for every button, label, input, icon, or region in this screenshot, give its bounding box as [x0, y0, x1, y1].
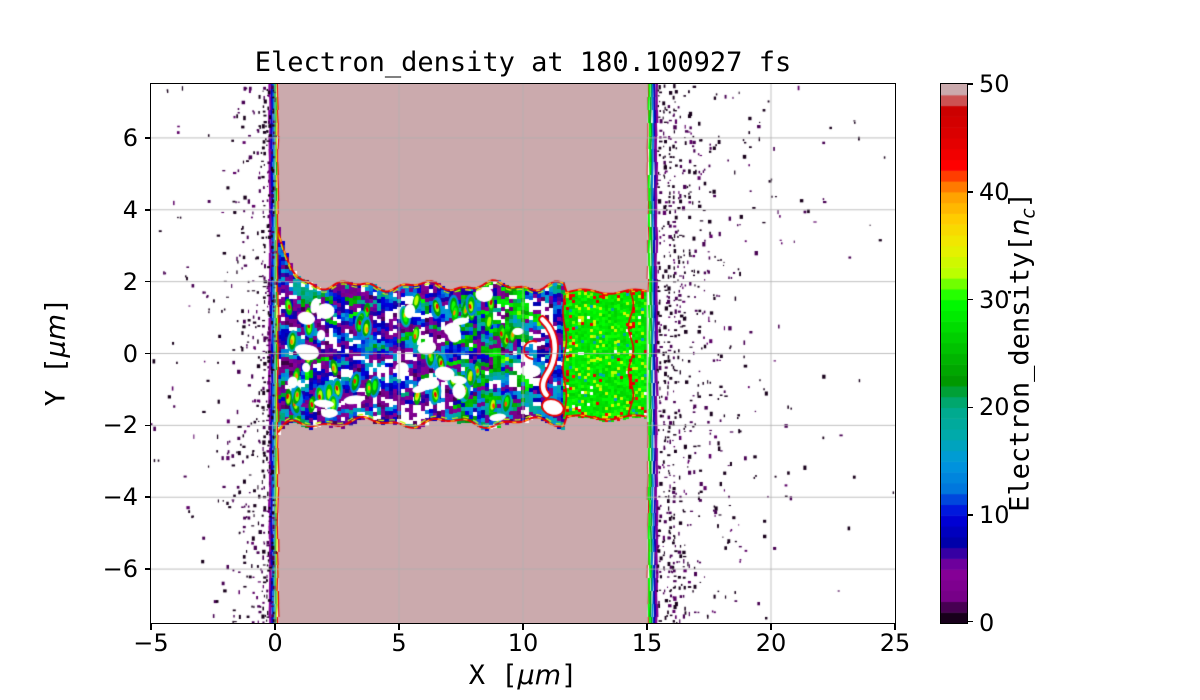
y-tick-label: −2 — [102, 411, 138, 440]
x-tick-label: 15 — [631, 629, 663, 657]
y-tick-mark — [145, 208, 151, 211]
colorbar-label-suffix: ] — [1004, 192, 1036, 209]
density-field-canvas — [151, 84, 895, 623]
y-tick-label: −6 — [102, 555, 138, 584]
y-tick-mark — [145, 280, 151, 283]
colorbar-canvas — [941, 84, 967, 623]
x-tick-label: −5 — [133, 629, 169, 657]
x-tick-mark — [770, 624, 772, 630]
colorbar-label-var: n — [1004, 218, 1036, 236]
x-tick-label: 0 — [267, 629, 283, 657]
x-axis-unit: μm — [517, 660, 561, 691]
y-tick-mark — [145, 568, 151, 570]
x-tick-mark — [150, 624, 152, 630]
y-tick-label: 2 — [122, 267, 138, 296]
colorbar-tick-mark — [967, 406, 973, 409]
colorbar-tick-mark — [967, 83, 973, 85]
y-tick-mark — [145, 424, 151, 427]
y-tick-label: 4 — [122, 195, 138, 224]
colorbar-tick-mark — [967, 620, 973, 623]
plot-title: Electron_density at 180.100927 fs — [254, 47, 792, 78]
colorbar-tick-mark — [967, 191, 973, 193]
x-axis-label-suffix: ] — [561, 660, 578, 691]
x-tick-mark — [274, 624, 276, 630]
x-tick-label: 25 — [879, 629, 911, 657]
colorbar-tick-label: 0 — [979, 609, 995, 637]
colorbar-tick-label: 20 — [979, 393, 1010, 422]
x-tick-mark — [398, 624, 400, 630]
x-tick-mark — [522, 624, 524, 630]
y-tick-mark — [145, 496, 151, 499]
y-axis-label-suffix: ] — [40, 297, 72, 314]
colorbar — [940, 83, 968, 624]
colorbar-label-sub: c — [1018, 208, 1040, 219]
colorbar-tick-label: 30 — [979, 285, 1010, 314]
y-axis-unit: μm — [40, 314, 72, 358]
colorbar-tick-label: 40 — [979, 177, 1010, 206]
x-tick-mark — [894, 624, 896, 630]
colorbar-tick-label: 10 — [979, 501, 1010, 530]
y-tick-label: 6 — [122, 123, 138, 152]
colorbar-tick-mark — [967, 298, 973, 301]
x-tick-mark — [646, 624, 648, 630]
x-tick-label: 10 — [507, 629, 539, 657]
y-tick-label: 0 — [122, 339, 138, 368]
colorbar-label-prefix: Electron_density[ — [1004, 235, 1036, 512]
y-axis-label-prefix: Y [ — [40, 357, 72, 407]
colorbar-tick-mark — [967, 514, 973, 516]
y-tick-mark — [145, 352, 151, 355]
plot-area — [150, 83, 896, 624]
y-tick-label: −4 — [102, 483, 138, 512]
x-axis-label: X [μm] — [469, 660, 578, 691]
x-tick-label: 20 — [755, 629, 787, 657]
x-axis-label-prefix: X [ — [468, 660, 518, 691]
x-tick-label: 5 — [391, 629, 407, 657]
y-tick-mark — [145, 137, 151, 139]
colorbar-tick-label: 50 — [979, 70, 1010, 98]
